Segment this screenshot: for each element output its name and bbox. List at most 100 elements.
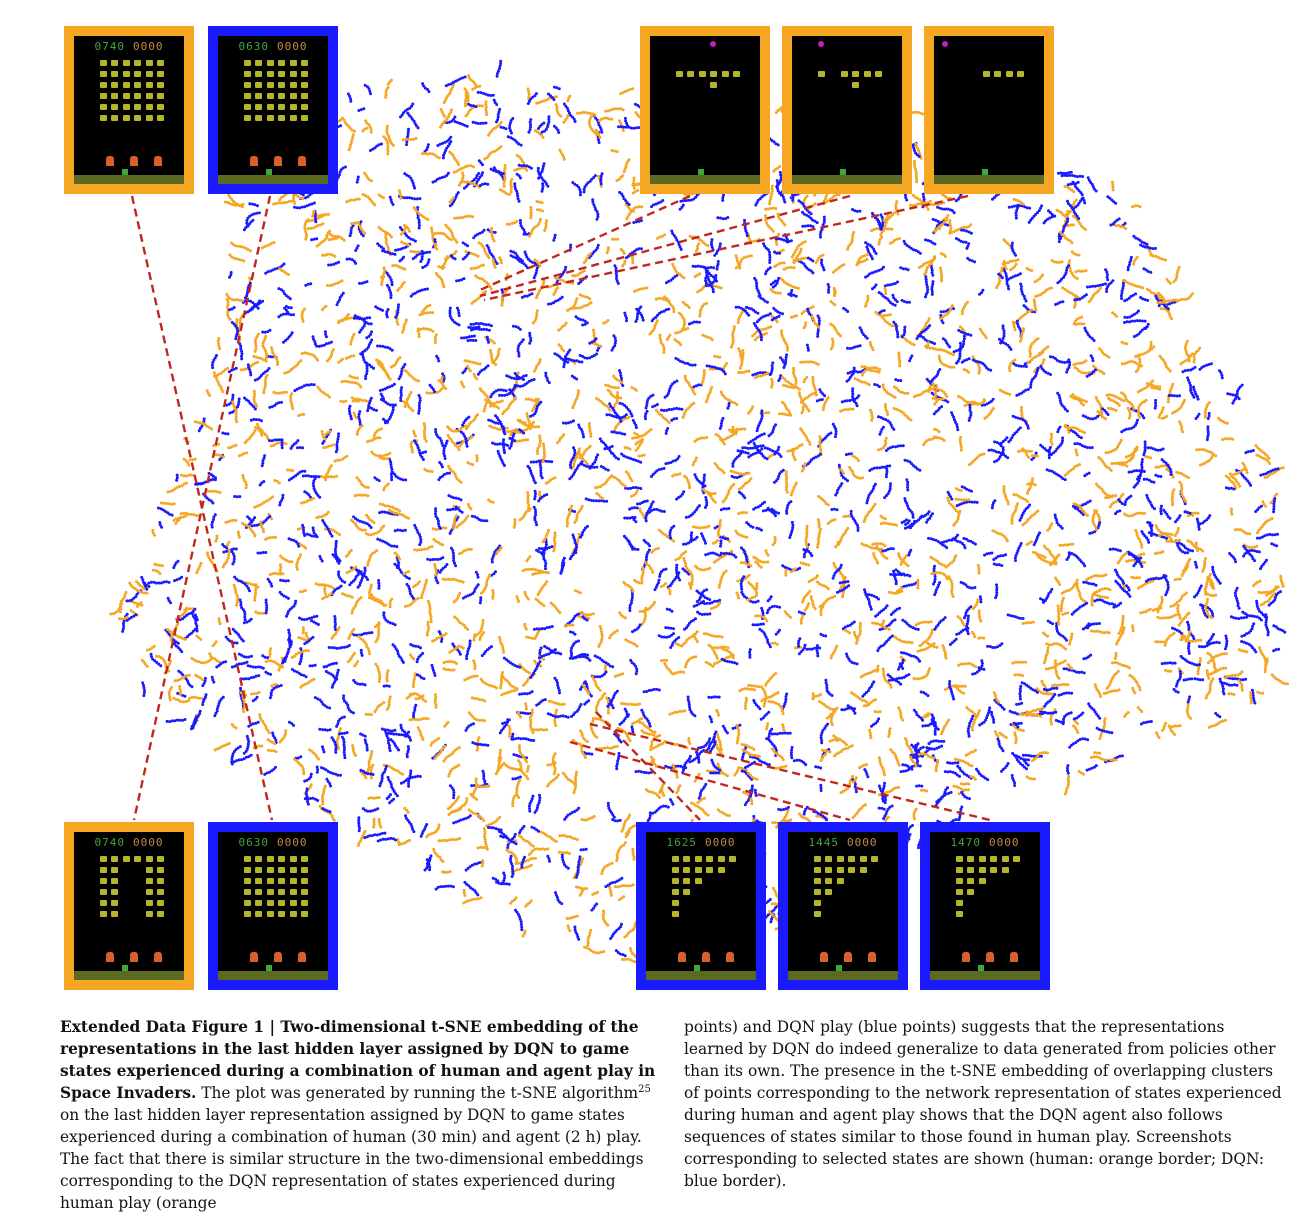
dqn-point [441,556,445,560]
human-point [498,636,501,639]
human-point [1229,510,1233,514]
human-point [511,801,515,805]
dqn-point [578,705,582,709]
dqn-point [536,166,540,170]
dqn-point [1228,552,1232,555]
dqn-point [1040,754,1043,758]
dqn-point [1011,751,1015,755]
human-point [671,305,675,309]
dqn-point [255,211,259,215]
dqn-point [1121,284,1125,288]
human-point [890,227,894,231]
human-point [930,572,934,576]
dqn-point [932,567,936,571]
human-point [1165,277,1169,281]
human-point [380,280,384,284]
human-point [1046,651,1049,655]
human-point [575,297,579,301]
dqn-point [1010,436,1014,440]
dqn-point [958,341,962,345]
human-point [441,860,445,863]
human-point [236,530,240,534]
dqn-point [990,448,994,452]
human-point [518,663,522,667]
human-point [536,847,540,851]
human-point [1043,658,1047,662]
human-point [843,575,847,579]
human-point [940,276,944,280]
dqn-point [515,192,519,196]
dqn-point [552,85,556,89]
human-point [824,585,828,589]
human-point [1063,792,1067,796]
dqn-point [987,448,991,452]
dqn-point [233,641,236,645]
dqn-point [539,471,543,475]
human-point [983,416,987,420]
dqn-point [791,526,795,530]
dqn-point [237,400,241,404]
dqn-point [466,652,469,656]
dqn-point [296,446,299,450]
human-point [760,699,764,703]
dqn-point [406,132,410,136]
dqn-point [1029,754,1033,758]
human-point [319,583,323,587]
dqn-point [176,641,180,645]
human-point [409,138,413,141]
dqn-point [1154,448,1158,452]
dqn-point [547,115,551,119]
human-point [955,785,959,789]
dqn-point [700,532,703,536]
dqn-point [1244,677,1248,681]
human-point [1177,471,1181,475]
human-point [970,728,974,732]
human-point [604,664,608,668]
dqn-point [704,496,708,499]
dqn-point [1090,446,1094,450]
dqn-point [819,783,823,787]
human-point [673,338,677,342]
dqn-point [906,459,909,463]
dqn-point [775,605,779,609]
dqn-point [792,759,796,763]
human-point [1057,622,1061,626]
human-point [351,608,354,612]
human-point [541,847,545,851]
dqn-point [930,266,934,270]
dqn-point [704,782,708,786]
dqn-point [831,422,835,426]
dqn-point [891,282,895,286]
human-point [466,627,470,631]
dqn-point [421,651,425,655]
human-point [972,721,976,725]
human-point [1063,184,1067,188]
human-point [694,655,698,659]
dqn-point [210,523,214,526]
human-point [615,629,619,633]
human-point [773,641,777,645]
human-point [1169,669,1173,673]
human-point [456,579,460,583]
human-point [383,268,387,272]
dqn-point [313,342,317,346]
dqn-point [348,257,352,261]
human-point [571,406,575,410]
human-point [802,326,806,330]
dqn-point [211,520,214,524]
human-point [420,548,424,552]
dqn-point [648,544,652,548]
dqn-point [948,770,952,774]
human-point [1099,410,1103,414]
human-point [842,263,846,267]
human-point [475,377,479,381]
human-point [182,511,186,515]
dqn-point [210,675,214,679]
human-point [329,464,333,468]
dqn-point [595,217,599,221]
human-point [1103,417,1107,421]
human-point [826,587,830,591]
human-point [235,320,239,324]
dqn-point [958,540,962,544]
human-point [982,452,986,456]
